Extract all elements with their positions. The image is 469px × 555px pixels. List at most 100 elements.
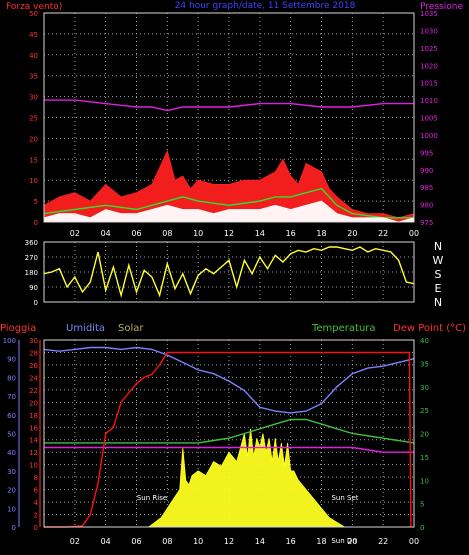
x-tick-label: 20 (347, 537, 357, 546)
legend-label: Umidita (66, 323, 105, 334)
y-temp-tick-label: 0 (420, 524, 424, 532)
y-temp-tick-label: 10 (420, 477, 429, 485)
x-tick-label: 16 (286, 537, 296, 546)
y-humidity-tick-label: 0 (12, 524, 16, 532)
x-tick-label: 20 (347, 229, 357, 238)
series-vento (43, 200, 415, 223)
y-tick-label: 90 (29, 284, 38, 292)
x-tick-label: 02 (70, 537, 80, 546)
y-right-tick-label: 1025 (420, 45, 438, 53)
y-humidity-tick-label: 80 (7, 374, 16, 382)
y-rain-tick-label: 26 (29, 362, 38, 370)
y-temp-tick-label: 5 (420, 501, 424, 509)
x-tick-label: 08 (162, 537, 172, 546)
x-tick-label: 22 (378, 229, 388, 238)
y-left-tick-label: 50 (29, 10, 38, 18)
x-tick-label: 22 (378, 537, 388, 546)
x-tick-label: 00 (409, 229, 419, 238)
x-tick-label: 08 (162, 229, 172, 238)
chart-title: 24 hour graph/date, 11 Settembre 2018 (175, 1, 356, 11)
y-left-tick-label: 25 (29, 115, 38, 123)
x-tick-label: 10 (193, 537, 203, 546)
y-right-tick-label: 1010 (420, 97, 438, 105)
y-rain-tick-label: 30 (29, 337, 38, 345)
y-rain-tick-label: 10 (29, 462, 38, 470)
y-temp-tick-label: 30 (420, 384, 429, 392)
legend-label: Dew Point (°C) (393, 323, 466, 334)
legend-label: Pioggia (0, 323, 36, 334)
y-humidity-tick-label: 20 (7, 487, 16, 495)
y-left-tick-label: 40 (29, 52, 38, 60)
x-tick-label: 04 (101, 229, 111, 238)
y-tick-label: 180 (25, 269, 38, 277)
y-tick-label: 360 (25, 239, 38, 247)
plot-frame (43, 241, 415, 303)
x-tick-label: 06 (131, 537, 141, 546)
y-humidity-tick-label: 100 (3, 337, 16, 345)
y-rain-tick-label: 6 (34, 487, 39, 495)
y-humidity-tick-label: 40 (7, 449, 16, 457)
y-right-tick-label: 1020 (420, 62, 438, 70)
direction-label: N (434, 296, 442, 309)
direction-label: S (435, 268, 442, 281)
annotation-label: Sun Set (331, 494, 358, 502)
y-right-tick-label: 975 (420, 219, 433, 227)
y-rain-tick-label: 14 (29, 437, 38, 445)
y-left-tick-label: 10 (29, 177, 38, 185)
y-temp-tick-label: 15 (420, 454, 429, 462)
plot-frame (43, 339, 415, 528)
series-direzione (43, 246, 415, 299)
wind-pressure-chart: 0510152025303540455097598098599099510001… (6, 1, 463, 238)
y-right-tick-label: 1015 (420, 80, 438, 88)
right-axis-label: Pressione (420, 2, 463, 12)
x-tick-label: 00 (409, 537, 419, 546)
y-tick-label: 0 (34, 299, 38, 307)
y-right-tick-label: 985 (420, 184, 433, 192)
legend-label: Solar (118, 323, 144, 334)
y-humidity-tick-label: 30 (7, 468, 16, 476)
y-tick-label: 270 (25, 254, 38, 262)
y-humidity-tick-label: 10 (7, 505, 16, 513)
y-temp-tick-label: 20 (420, 431, 429, 439)
y-humidity-tick-label: 60 (7, 412, 16, 420)
plot-frame (43, 12, 415, 223)
y-right-tick-label: 995 (420, 149, 433, 157)
series-temperatura (44, 418, 415, 444)
series-pioggia (44, 351, 412, 528)
x-tick-label: 12 (224, 229, 234, 238)
y-left-tick-label: 30 (29, 94, 38, 102)
y-right-tick-label: 1005 (420, 115, 438, 123)
series-media (43, 187, 414, 219)
x-tick-label: 04 (101, 537, 111, 546)
direction-label: E (435, 282, 442, 295)
y-left-tick-label: 35 (29, 73, 38, 81)
y-rain-tick-label: 24 (29, 374, 38, 382)
y-humidity-tick-label: 90 (7, 356, 16, 364)
y-right-tick-label: 1030 (420, 27, 438, 35)
y-left-tick-label: 15 (29, 156, 38, 164)
y-rain-tick-label: 16 (29, 424, 38, 432)
y-rain-tick-label: 0 (34, 524, 38, 532)
x-tick-label: 10 (193, 229, 203, 238)
x-tick-label: 12 (224, 537, 234, 546)
y-left-tick-label: 20 (29, 135, 38, 143)
annotation-label: Sun Dn (331, 537, 356, 545)
direction-label: N (434, 240, 442, 253)
legend-label: Temperatura (311, 323, 376, 334)
y-left-tick-label: 5 (34, 198, 38, 206)
x-tick-label: 02 (70, 229, 80, 238)
y-temp-tick-label: 40 (420, 337, 429, 345)
x-tick-label: 16 (286, 229, 296, 238)
y-rain-tick-label: 20 (29, 399, 38, 407)
x-tick-label: 06 (131, 229, 141, 238)
y-rain-tick-label: 18 (29, 412, 38, 420)
x-tick-label: 14 (255, 537, 265, 546)
series-pressione (44, 99, 414, 112)
x-tick-label: 14 (255, 229, 265, 238)
y-rain-tick-label: 28 (29, 349, 38, 357)
series-dew-point (44, 446, 414, 453)
series-umidita (43, 346, 415, 414)
y-right-tick-label: 980 (420, 202, 433, 210)
y-humidity-tick-label: 50 (7, 431, 16, 439)
